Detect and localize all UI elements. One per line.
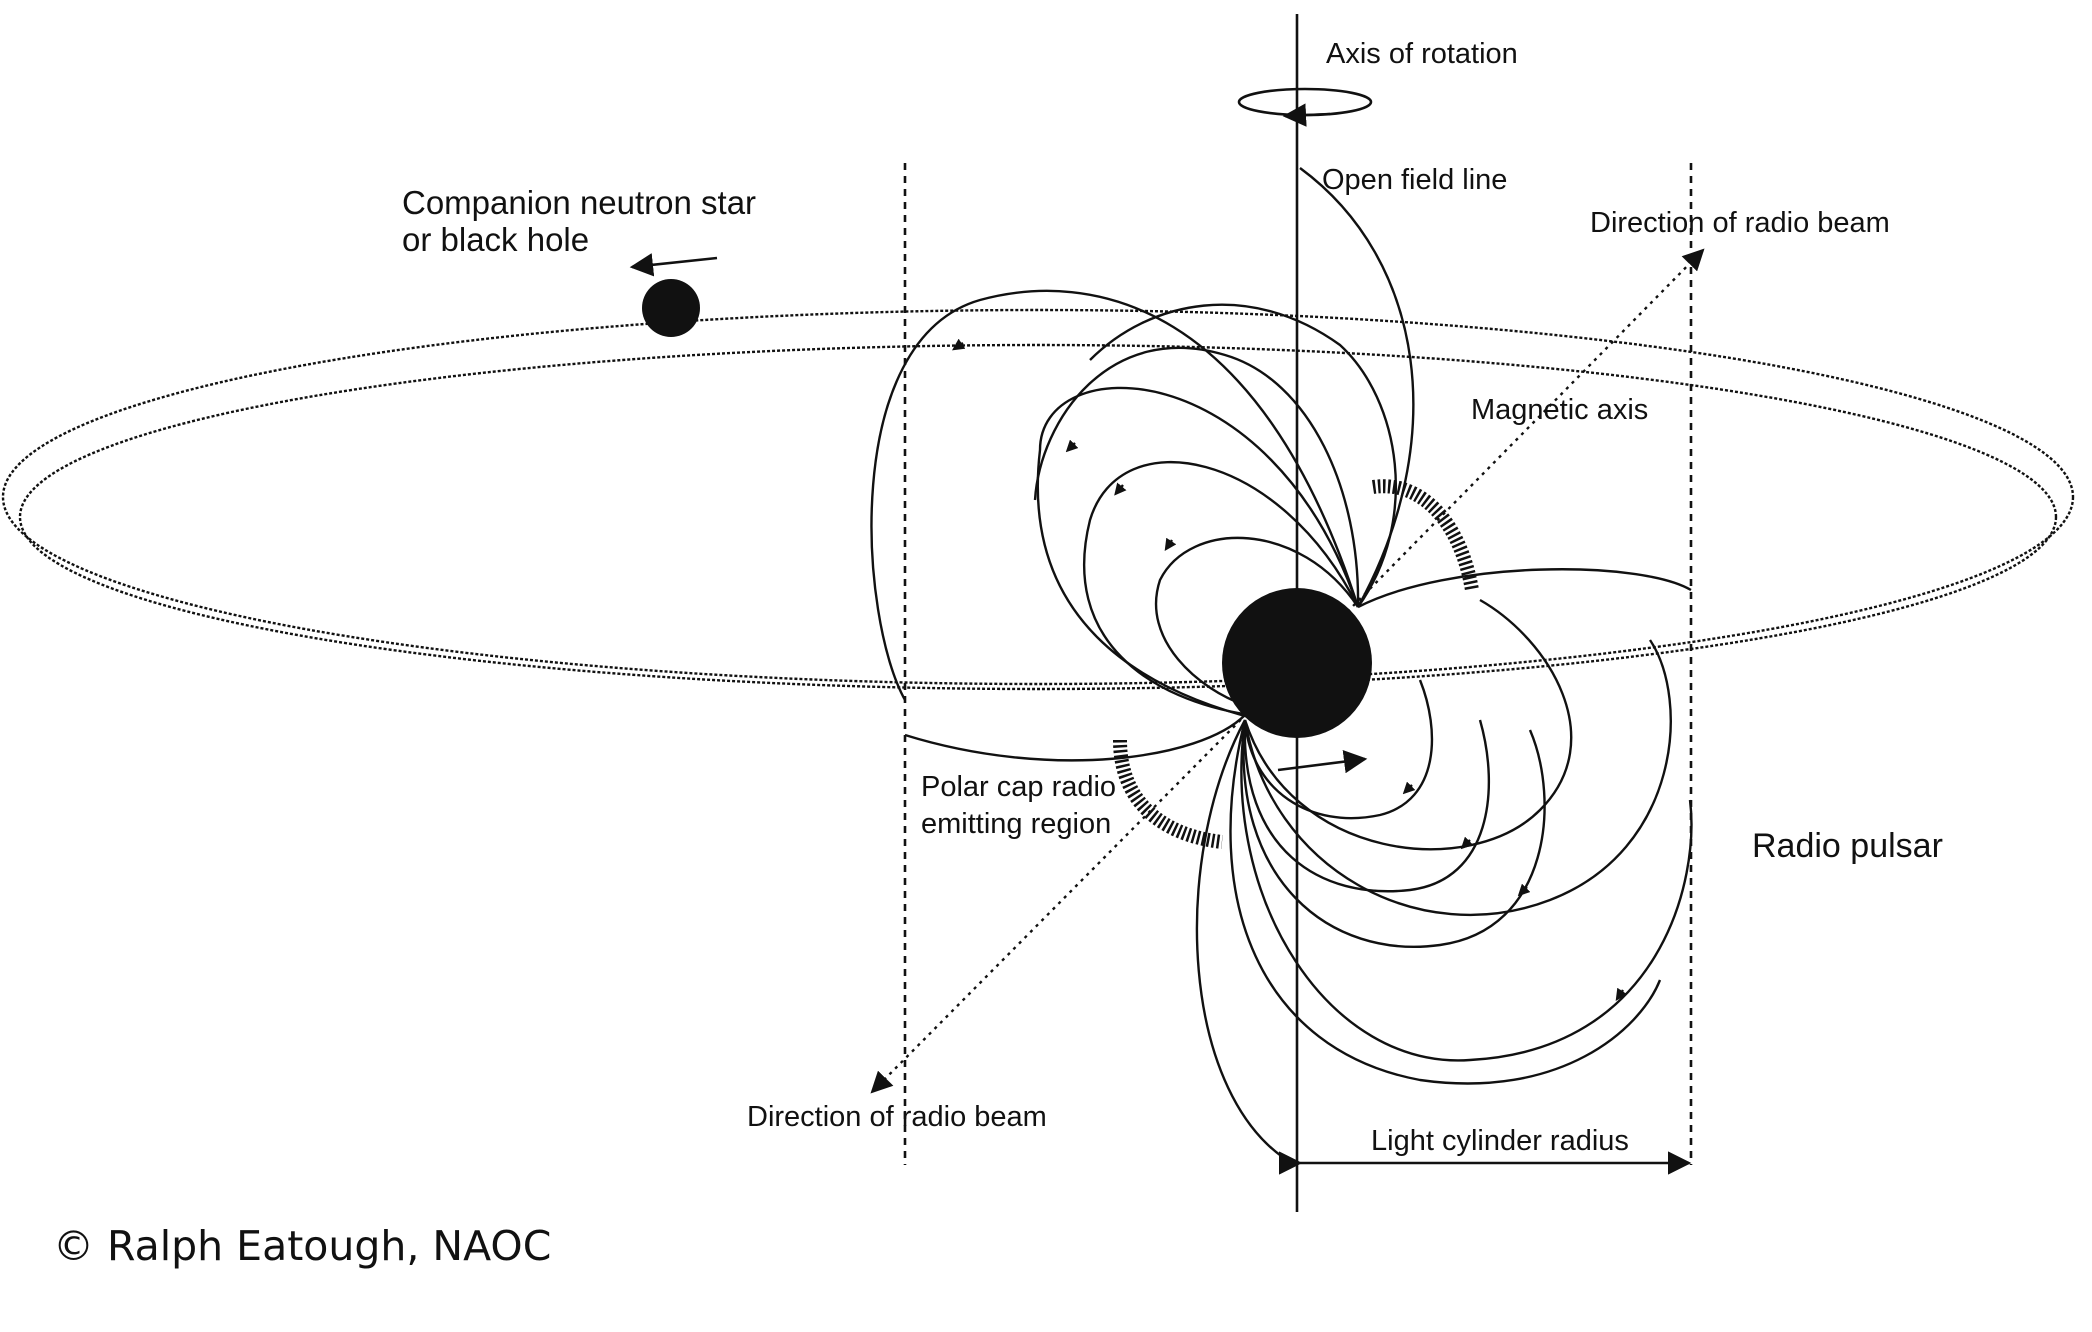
companion-motion-arrow	[629, 253, 718, 277]
label-beam-direction-top: Direction of radio beam	[1590, 207, 1890, 239]
field-lines-lower	[1195, 568, 1693, 1167]
polar-cap-lower	[1113, 739, 1223, 849]
rotation-arrow	[1237, 87, 1373, 127]
pulsar-motion-arrow	[1277, 750, 1368, 774]
field-lines-upper	[870, 167, 1415, 762]
polar-cap-upper	[1371, 479, 1479, 592]
credit-text: © Ralph Eatough, NAOC	[53, 1222, 551, 1270]
label-axis-of-rotation: Axis of rotation	[1326, 38, 1518, 70]
label-magnetic-axis: Magnetic axis	[1471, 394, 1648, 426]
label-companion-line2: or black hole	[402, 221, 589, 258]
companion-star	[642, 279, 700, 337]
orbit	[1, 308, 2075, 691]
label-polar-cap-line2: emitting region	[921, 808, 1111, 840]
label-open-field-line: Open field line	[1322, 164, 1507, 196]
pulsar-star	[1222, 588, 1372, 738]
label-beam-direction-bottom: Direction of radio beam	[747, 1101, 1047, 1133]
label-radio-pulsar: Radio pulsar	[1752, 827, 1943, 865]
label-polar-cap-line1: Polar cap radio	[921, 771, 1116, 803]
field-direction-markers	[952, 338, 1628, 1001]
label-light-cylinder-radius: Light cylinder radius	[1371, 1125, 1629, 1157]
label-companion-line1: Companion neutron star	[402, 184, 756, 221]
